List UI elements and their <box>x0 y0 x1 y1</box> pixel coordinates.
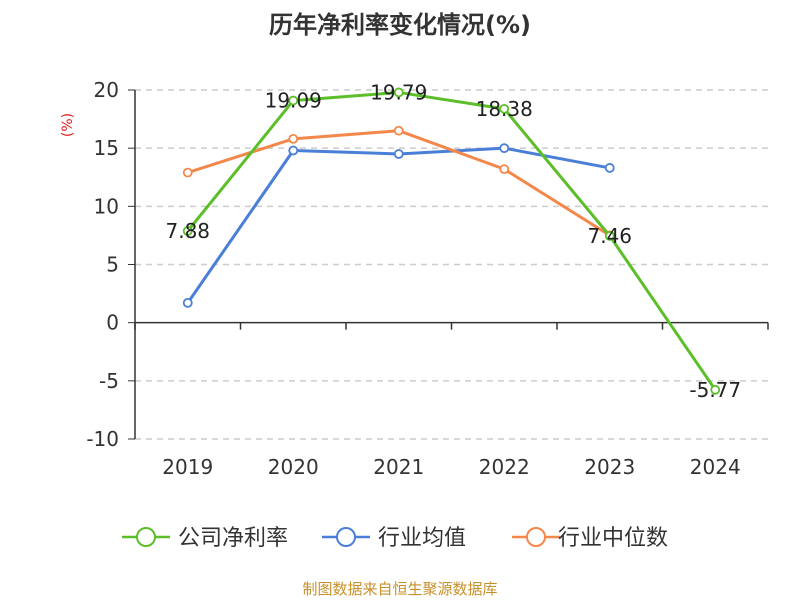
data-label: 18.38 <box>476 97 533 121</box>
y-tick-label: 10 <box>94 194 119 218</box>
data-point <box>182 297 193 308</box>
data-label: 19.09 <box>265 89 322 113</box>
data-point <box>393 125 404 136</box>
legend-label: 公司净利率 <box>178 526 288 551</box>
data-label: 7.88 <box>165 219 210 243</box>
legend-swatch-marker <box>136 527 156 547</box>
x-tick-label: 2020 <box>268 455 319 479</box>
series-line <box>187 129 611 237</box>
data-point <box>182 226 193 236</box>
data-point <box>182 167 193 178</box>
series-line <box>186 146 611 304</box>
legend-label: 行业均值 <box>378 526 466 551</box>
data-point <box>499 143 510 154</box>
y-tick-label: 0 <box>106 311 119 335</box>
data-point <box>288 145 299 156</box>
data-point <box>604 163 615 173</box>
data-point <box>710 384 721 395</box>
legend-swatch-marker <box>526 527 546 547</box>
y-axis-ticks: -10 -5 0 5 10 15 20 <box>86 78 136 451</box>
y-tick-label: -10 <box>86 427 119 451</box>
gridlines <box>135 89 768 440</box>
data-labels: 7.88 19.09 19.79 18.38 7.46 -5.77 <box>165 80 741 401</box>
data-point <box>604 230 615 241</box>
y-tick-label: -5 <box>99 369 119 393</box>
data-point <box>288 133 299 144</box>
data-point <box>499 103 510 114</box>
y-tick-label: 15 <box>94 136 119 160</box>
x-tick-label: 2019 <box>162 455 213 479</box>
legend-label: 行业中位数 <box>558 526 668 551</box>
data-label: -5.77 <box>689 378 741 402</box>
data-point <box>393 87 404 98</box>
data-label: 7.46 <box>587 224 632 248</box>
data-point <box>393 149 404 159</box>
x-axis: 2019 2020 2021 2022 2023 2024 <box>134 321 769 479</box>
series-line <box>186 90 717 391</box>
legend-swatch-marker <box>336 527 356 547</box>
y-tick-label: 5 <box>106 253 119 277</box>
chart-title: 历年净利率变化情况(%) <box>269 11 531 39</box>
y-tick-label: 20 <box>94 78 119 102</box>
x-tick-label: 2022 <box>479 455 530 479</box>
x-tick-label: 2021 <box>373 455 424 479</box>
source-note: 制图数据来自恒生聚源数据库 <box>302 580 497 598</box>
data-label: 19.79 <box>370 80 427 104</box>
series-lines <box>182 87 721 395</box>
data-point <box>499 164 510 175</box>
x-tick-label: 2024 <box>690 455 741 479</box>
legend: 公司净利率 行业均值 行业中位数 <box>122 526 668 551</box>
data-point <box>288 95 299 106</box>
x-tick-label: 2023 <box>584 455 635 479</box>
y-axis-unit: (%) <box>60 113 76 137</box>
